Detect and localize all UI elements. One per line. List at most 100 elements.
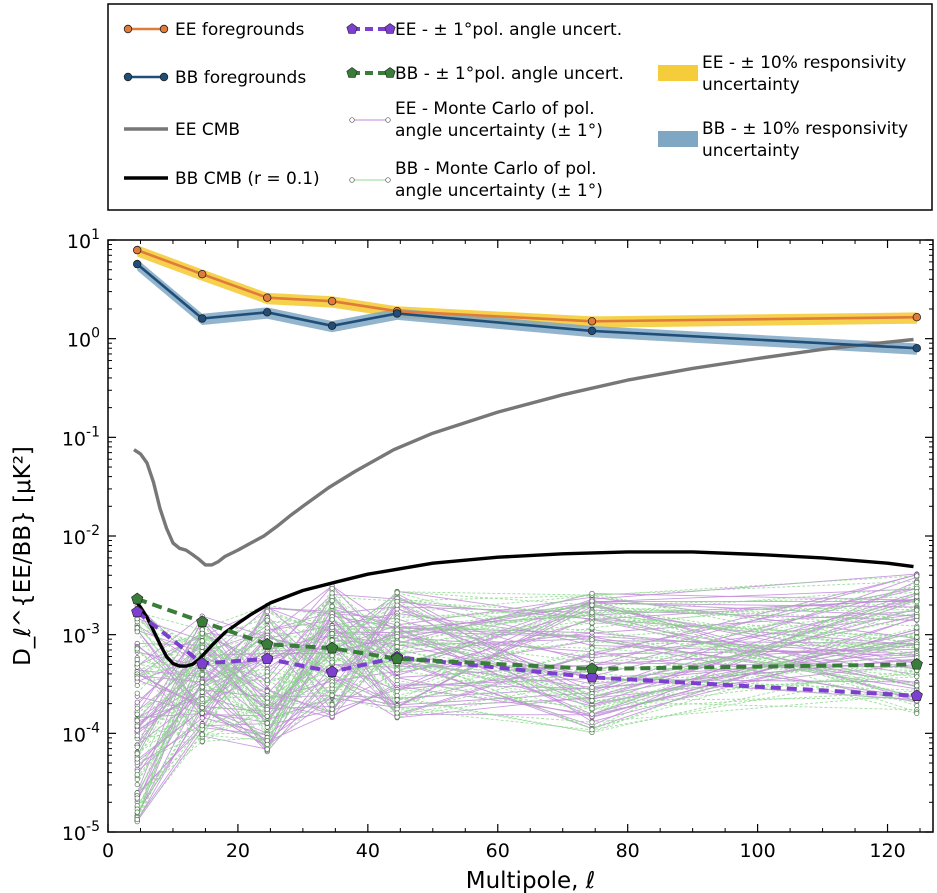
bb-mc-point <box>264 677 270 683</box>
bb-mc-point <box>394 667 400 673</box>
bb-mc-point <box>264 625 270 631</box>
bb-mc-point <box>914 674 920 680</box>
bb-mc-point <box>914 594 920 600</box>
bb-angle-uncert-marker <box>391 652 404 664</box>
bb-mc-point <box>199 671 205 677</box>
bb-angle-uncert-marker <box>131 592 144 605</box>
bb-mc-point <box>914 683 920 689</box>
bb-mc-point <box>329 659 335 665</box>
bb-mc-point <box>134 625 140 631</box>
bb-mc-point <box>589 711 595 717</box>
bb-mc-point <box>199 723 205 729</box>
bb-mc-point <box>914 579 920 585</box>
monte-carlo-layer <box>134 571 920 825</box>
legend-bb-monte-carlo-swatch-marker <box>385 177 391 183</box>
bb-responsivity-band <box>137 259 917 355</box>
bb-angle-uncert-marker <box>261 637 274 650</box>
bb-mc-point <box>914 573 920 579</box>
bb-mc-point <box>134 661 140 667</box>
bb-mc-point <box>134 646 140 652</box>
bb-mc-point <box>199 644 205 650</box>
bb-mc-point <box>134 782 140 788</box>
bb-mc-point <box>134 718 140 724</box>
legend-ee-monte-carlo-label: EE - Monte Carlo of pol. <box>395 99 595 119</box>
legend-ee-angle-uncert-swatch-marker <box>384 23 396 34</box>
legend-bb-monte-carlo-label: BB - Monte Carlo of pol. <box>395 159 597 179</box>
bb-mc-point <box>914 643 920 649</box>
bb-mc-point <box>134 675 140 681</box>
bb-cmb-line <box>132 550 914 668</box>
legend-bb-angle-uncert-swatch-marker <box>346 67 358 78</box>
x-tick-label: 100 <box>739 840 775 862</box>
ee-angle-uncert-marker <box>131 605 144 618</box>
legend-ee-foregrounds-swatch-marker <box>159 24 169 34</box>
bb-mc-point <box>264 746 270 752</box>
bb-mc-point <box>589 610 595 616</box>
bb-foregrounds-line <box>136 263 917 350</box>
ee-mc-point <box>199 715 205 721</box>
bb-mc-point <box>264 706 270 712</box>
bb-mc-point <box>394 678 400 684</box>
legend-bb-foregrounds-swatch-marker <box>159 72 169 82</box>
ee-foregrounds-marker <box>587 317 597 326</box>
bb-mc-point <box>199 679 205 685</box>
bb-mc-point <box>134 682 140 688</box>
bb-mc-point <box>589 727 595 733</box>
bb-mc-point <box>589 719 595 725</box>
bb-angle-uncert-marker <box>196 615 209 628</box>
y-axis-title: D_ℓ^{EE/BB} [μK²] <box>10 446 36 666</box>
ee-cmb-line <box>133 337 914 567</box>
y-tick-label: 10-5 <box>62 819 100 845</box>
bb-foregrounds-marker <box>587 326 597 336</box>
bb-mc-point <box>394 697 400 703</box>
bb-mc-point <box>199 630 205 636</box>
x-tick-label: 20 <box>226 840 250 862</box>
bb-mc-point <box>394 627 400 633</box>
bb-mc-point <box>394 644 400 650</box>
bb-mc-point <box>914 599 920 605</box>
bb-mc-point <box>199 738 205 744</box>
bb-mc-point <box>134 656 140 662</box>
bb-mc-point <box>329 631 335 637</box>
legend-bb-monte-carlo-swatch-marker <box>349 177 355 183</box>
bb-mc-point <box>589 684 595 690</box>
legend-ee-monte-carlo-swatch-marker <box>385 117 391 123</box>
bb-mc-point <box>914 625 920 631</box>
ee-foregrounds-marker <box>132 245 142 255</box>
legend-ee-foregrounds-swatch-marker <box>123 24 133 34</box>
bb-mc-point <box>134 756 140 762</box>
bb-foregrounds-marker <box>263 308 272 317</box>
bb-mc-point <box>134 751 140 757</box>
ee-foregrounds-marker <box>327 297 337 306</box>
bb-mc-point <box>264 617 270 623</box>
bb-mc-point <box>134 711 140 717</box>
bb-mc-point <box>589 620 595 626</box>
legend-bb-responsivity-label: BB - ± 10% responsivity <box>702 119 908 139</box>
legend-bb-angle-uncert-swatch-marker <box>384 67 396 78</box>
ee-foregrounds-marker <box>263 293 272 302</box>
bb-mc-point <box>264 737 270 743</box>
x-tick-label: 80 <box>616 840 640 862</box>
legend-ee-foregrounds-label: EE foregrounds <box>175 20 304 40</box>
legend-bb-foregrounds-label: BB foregrounds <box>175 68 306 88</box>
bb-mc-point <box>264 669 270 675</box>
bb-mc-point <box>134 744 140 750</box>
bb-mc-point <box>199 732 205 738</box>
series-markers <box>131 245 923 702</box>
ee-responsivity-band <box>137 245 917 328</box>
axes: 0 20 40 60 80 100 120 10-5 10-4 10-3 10-2 10-1 100 10… <box>10 227 934 893</box>
bb-mc-point <box>914 589 920 595</box>
legend-bb-angle-uncert-label: BB - ± 1°pol. angle uncert. <box>395 64 624 84</box>
bb-mc-point <box>134 733 140 739</box>
bb-mc-point <box>329 682 335 688</box>
bb-mc-point <box>329 692 335 698</box>
bb-mc-point <box>134 809 140 815</box>
bb-mc-point <box>199 705 205 711</box>
bb-mc-point <box>329 617 335 623</box>
bb-foregrounds-marker <box>392 309 402 318</box>
bb-foregrounds-marker <box>132 259 142 269</box>
bb-mc-point <box>589 693 595 699</box>
x-tick-label: 120 <box>869 840 905 862</box>
legend-ee-angle-uncert-swatch-marker <box>346 23 358 34</box>
bb-mc-point <box>589 625 595 631</box>
